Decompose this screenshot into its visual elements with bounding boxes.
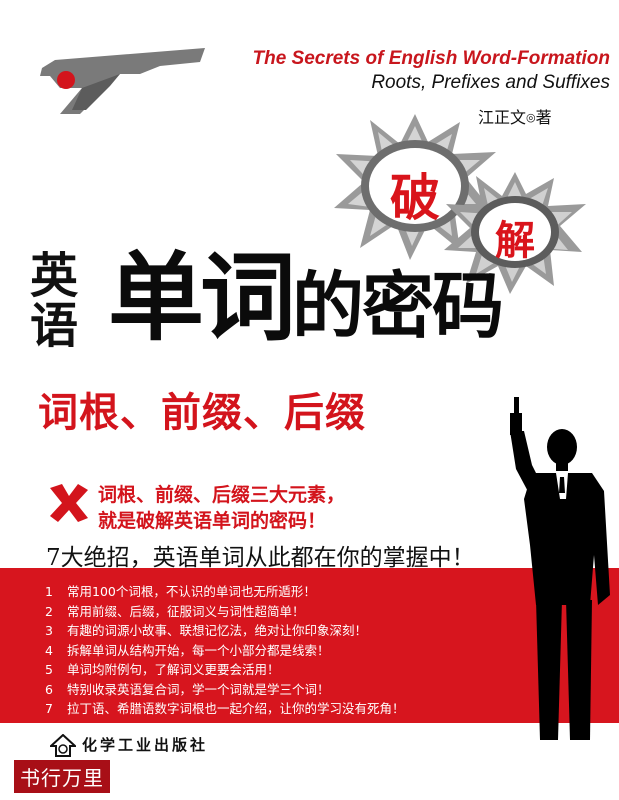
tagline-line1: 词根、前缀、后缀三大元素， bbox=[98, 484, 346, 506]
list-item: 5 单词均附例句，了解词义更要会活用！ bbox=[45, 662, 280, 677]
english-title-line2: Roots, Prefixes and Suffixes bbox=[371, 72, 610, 93]
author-name: 江正文 bbox=[478, 108, 527, 127]
list-item: 1 常用100个词根，不认识的单词也无所遁形！ bbox=[45, 584, 316, 599]
bullet-hole-1: 破 bbox=[330, 112, 500, 262]
title-prefix-ying: 英 bbox=[30, 248, 79, 304]
list-item: 2 常用前缀、后缀，征服词义与词性超简单！ bbox=[45, 603, 305, 619]
feature-list: 1 常用100个词根，不认识的单词也无所遁形！ 2 常用前缀、后缀，征服词义与词性超… bbox=[45, 582, 405, 719]
agent-silhouette-illustration bbox=[510, 397, 610, 740]
slogan: 7大绝招，英语单词从此都在你的掌握中！ bbox=[46, 545, 475, 571]
publisher-name: 化学工业出版社 bbox=[82, 736, 209, 754]
author-role: 著 bbox=[535, 108, 552, 127]
author-credit: 江正文◎著 bbox=[478, 104, 552, 128]
list-item: 3 有趣的词源小故事、联想记忆法，绝对让你印象深刻！ bbox=[45, 623, 368, 638]
author-symbol: ◎ bbox=[526, 111, 536, 124]
features-band bbox=[0, 568, 619, 723]
english-title-line1: The Secrets of English Word-Formation bbox=[252, 48, 610, 69]
main-title-small: 的密码 bbox=[292, 264, 504, 348]
list-item: 6 特别收录英语复合词，学一个词就是学三个词！ bbox=[45, 681, 330, 697]
main-title: 单词的密码 bbox=[108, 250, 504, 348]
main-title-big: 单词 bbox=[108, 242, 296, 354]
x-mark-icon bbox=[50, 484, 88, 522]
bullet-hole-2: 解 bbox=[440, 170, 590, 295]
tagline-line2: 就是破解英语单词的密码！ bbox=[98, 510, 327, 532]
bullet-hole-2-graphic bbox=[444, 172, 586, 294]
list-item: 7 拉丁语、希腊语数字词根也一起介绍，让你的学习没有死角！ bbox=[45, 701, 405, 716]
hole-char-po: 破 bbox=[390, 169, 440, 227]
bullet-hole-1-graphic bbox=[334, 114, 496, 260]
publisher-logo-icon bbox=[50, 734, 76, 757]
hole-char-jie: 解 bbox=[495, 218, 535, 264]
watermark-badge: 书行万里 bbox=[14, 760, 110, 793]
list-item: 4 拆解单词从结构开始，每一个小部分都是线索！ bbox=[45, 642, 330, 658]
subtitle: 词根、前缀、后缀 bbox=[38, 390, 366, 436]
pistol-logo bbox=[40, 48, 205, 114]
title-prefix-yu: 语 bbox=[30, 298, 79, 354]
